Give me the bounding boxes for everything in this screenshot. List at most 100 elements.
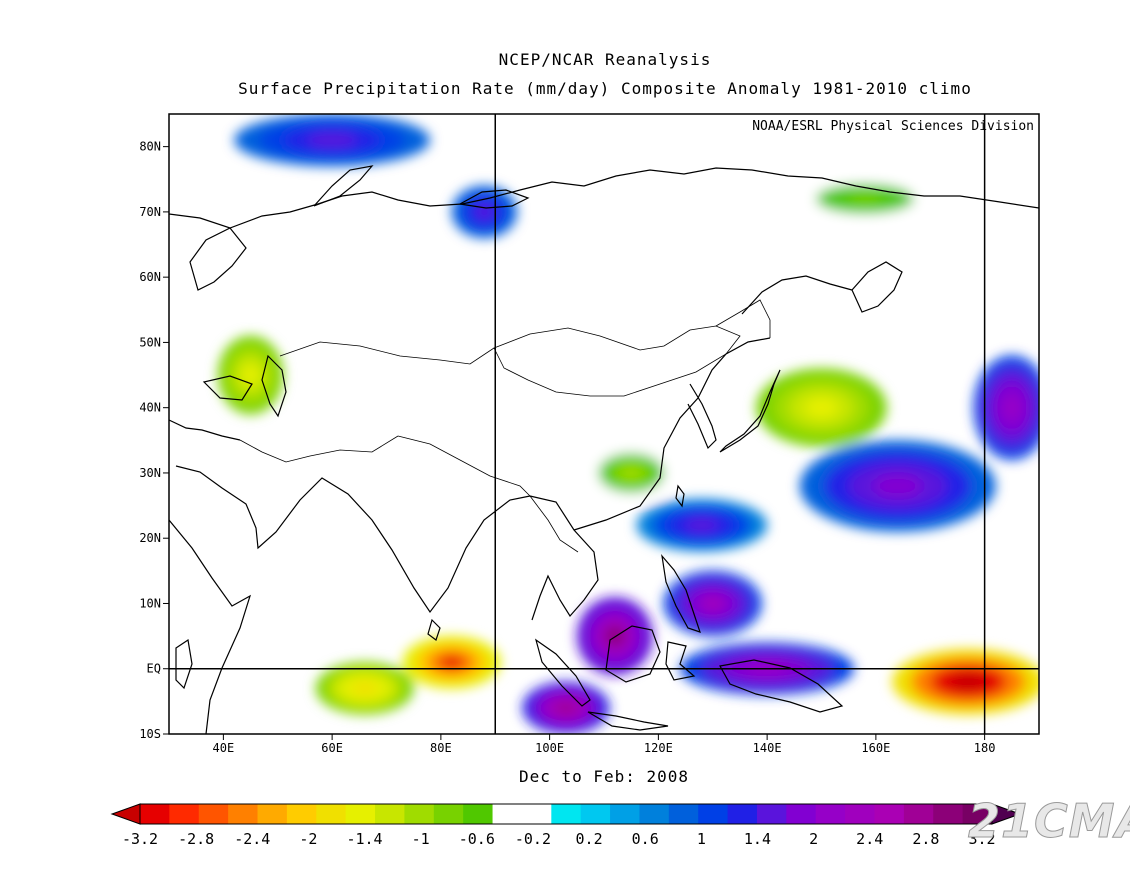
coastline-java xyxy=(587,711,669,731)
coastline-caspian-sea xyxy=(261,354,287,418)
y-tick-label: 50N xyxy=(139,335,161,349)
colorbar-swatch xyxy=(610,804,640,824)
border-russia-china xyxy=(715,299,771,338)
colorbar-swatch xyxy=(375,804,405,824)
anomaly-region xyxy=(756,368,887,447)
colorbar-swatch xyxy=(198,804,229,824)
x-tick-label: 100E xyxy=(535,741,564,755)
coastlines xyxy=(169,165,1039,734)
colorbar-swatch xyxy=(815,804,846,824)
anomaly-region xyxy=(234,114,430,167)
coastline-africa-horn xyxy=(169,519,252,734)
reference-lines xyxy=(169,114,1039,734)
anomaly-region xyxy=(892,649,1039,715)
y-tick-label: 10N xyxy=(139,596,161,610)
x-tick-label: 60E xyxy=(321,741,343,755)
colorbar-swatch xyxy=(316,804,347,824)
colorbar-swatch xyxy=(639,804,670,824)
colorbar-swatch xyxy=(257,804,288,824)
anomaly-region xyxy=(587,446,675,500)
colorbar-swatch xyxy=(698,804,729,824)
colorbar-swatch xyxy=(727,804,758,824)
colorbar-swatch xyxy=(345,804,376,824)
anomaly-contour xyxy=(352,681,377,695)
y-tick-label: 30N xyxy=(139,466,161,480)
border-indochina xyxy=(529,495,579,553)
watermark-logo: 21CMA xyxy=(967,794,1130,849)
coastline-kamchatka xyxy=(851,261,903,313)
coastline-black-sea xyxy=(202,375,253,401)
chart-title: NCEP/NCAR Reanalysis xyxy=(498,50,712,69)
colorbar-swatch xyxy=(551,804,582,824)
coastline-eurasia-north xyxy=(169,167,1039,229)
coastline-scandinavia xyxy=(189,227,247,291)
coastline-taymyr xyxy=(458,189,530,209)
colorbar-swatch xyxy=(933,804,964,824)
coastline-taiwan xyxy=(675,484,685,508)
border-central-asia xyxy=(279,341,495,365)
x-tick-label: 140E xyxy=(753,741,782,755)
anomaly-contour xyxy=(242,365,259,385)
anomaly-contour xyxy=(476,205,493,219)
anomaly-region xyxy=(636,499,768,552)
colorbar-swatch xyxy=(433,804,464,824)
colorbar-swatch xyxy=(786,804,817,824)
anomaly-contour xyxy=(555,701,577,715)
anomaly-contour xyxy=(1002,394,1022,421)
colorbar-swatch xyxy=(845,804,875,824)
anomaly-region xyxy=(799,179,931,219)
anomaly-contour xyxy=(805,397,838,418)
y-tick-label: EQ xyxy=(147,662,161,676)
anomaly-region xyxy=(663,570,762,637)
colorbar-labels: -3.2 -2.8 -2.4 -2 -1.4 -1 -0.6 -0.2 0.2 0.6 1 1.4 2 2… xyxy=(122,830,996,848)
colorbar-label: -1.4 xyxy=(346,830,382,848)
y-tick-label: 20N xyxy=(139,531,161,545)
colorbar-label: -2 xyxy=(299,830,317,848)
x-tick-label: 40E xyxy=(213,741,235,755)
coastline-okhotsk xyxy=(741,275,853,315)
colorbar-label: 0.6 xyxy=(632,830,659,848)
colorbar-label: 2.8 xyxy=(912,830,939,848)
x-tick-label: 80E xyxy=(430,741,452,755)
colorbar-swatch xyxy=(962,804,993,824)
x-tick-label: 160E xyxy=(861,741,890,755)
coastline-sri-lanka xyxy=(427,618,441,641)
colorbar-label: -2.4 xyxy=(234,830,270,848)
latitude-axis: 80N 70N 60N 50N 40N 30N 20N 10N EQ 10S xyxy=(139,140,169,741)
border-himalaya xyxy=(397,435,531,497)
colorbar-label: 1 xyxy=(697,830,706,848)
y-tick-label: 10S xyxy=(139,727,161,741)
colorbar xyxy=(110,803,1022,825)
anomaly-contour xyxy=(605,626,625,646)
anomaly-contour xyxy=(439,655,464,669)
y-tick-label: 40N xyxy=(139,401,161,415)
anomaly-region xyxy=(217,335,284,415)
colorbar-label: -3.2 xyxy=(122,830,158,848)
border-middle-east xyxy=(239,435,399,463)
anomaly-contour xyxy=(848,193,882,204)
border-mongolia xyxy=(493,325,741,397)
colorbar-swatch xyxy=(463,804,494,824)
period-label: Dec to Feb: 2008 xyxy=(519,767,689,786)
colorbar-label: 2.4 xyxy=(856,830,883,848)
colorbar-swatch xyxy=(404,804,435,824)
coastline-borneo xyxy=(605,625,661,683)
colorbar-swatch xyxy=(521,804,552,824)
colorbar-swatch xyxy=(874,804,905,824)
anomaly-region xyxy=(522,681,610,734)
colorbar-swatch xyxy=(228,804,259,824)
coastline-indochina xyxy=(529,495,599,621)
anomaly-region xyxy=(576,596,653,676)
colorbar-label: -0.6 xyxy=(459,830,495,848)
anomaly-contour xyxy=(873,474,923,498)
colorbar-under-arrow xyxy=(110,803,141,825)
coastline-novaya-zemlya xyxy=(313,165,374,207)
country-borders xyxy=(239,299,771,553)
colorbar-label: 3.2 xyxy=(968,830,995,848)
colorbar-swatch xyxy=(140,804,170,824)
coastline-sumatra xyxy=(534,638,591,707)
x-tick-label: 180 xyxy=(974,741,996,755)
anomaly-contour xyxy=(685,518,719,532)
plot-frame xyxy=(168,113,1040,735)
credit-label: NOAA/ESRL Physical Sciences Division xyxy=(752,119,1034,134)
